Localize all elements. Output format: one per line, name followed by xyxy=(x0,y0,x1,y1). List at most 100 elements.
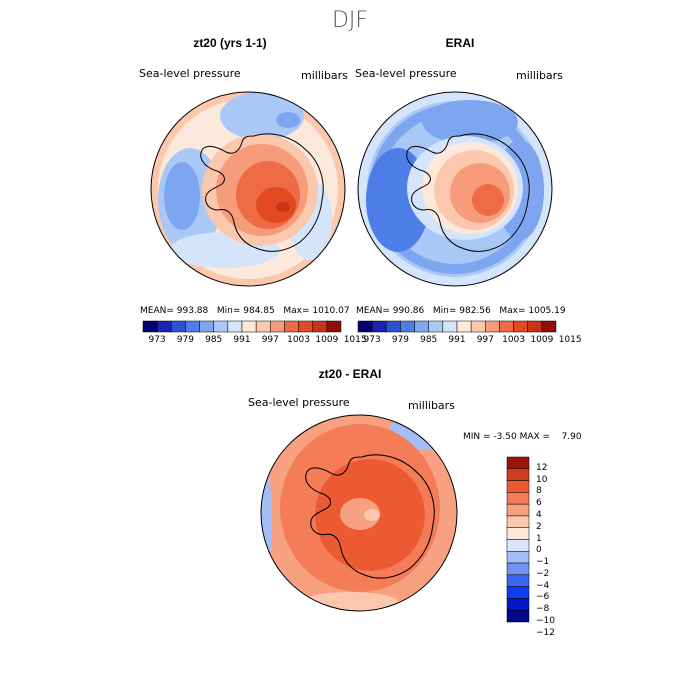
panel2-max-label: Max= xyxy=(499,306,526,316)
colorbar-swatch xyxy=(255,320,271,333)
colorbar-swatch xyxy=(371,320,387,333)
panel1-min-value: 984.85 xyxy=(243,306,275,316)
colorbar-swatch xyxy=(506,551,530,564)
colorbar-swatch xyxy=(171,320,186,333)
colorbar-swatch xyxy=(506,562,530,576)
colorbar-swatch xyxy=(241,320,257,333)
colorbar-swatch xyxy=(527,320,543,333)
colorbar-tick-label: 973 xyxy=(148,335,166,345)
colorbar-tick-label: −8 xyxy=(536,604,550,615)
colorbar-swatch xyxy=(506,539,530,552)
colorbar-tick-label: 991 xyxy=(448,335,466,345)
panel1-title: zt20 (yrs 1-1) xyxy=(193,36,267,50)
colorbar-tick-label: 4 xyxy=(536,509,542,520)
colorbar-tick-label: −12 xyxy=(536,627,555,638)
colorbar-tick-label: 6 xyxy=(536,498,542,509)
colorbar-tick-label: 1003 xyxy=(502,335,526,345)
colorbar-tick-label: −1 xyxy=(536,557,550,568)
colorbar-tick-label: 1003 xyxy=(287,335,311,345)
colorbar-swatch xyxy=(312,320,328,333)
panel1-field-label: Sea-level pressure xyxy=(139,67,241,80)
colorbar-tick-label: −6 xyxy=(536,592,550,603)
colorbar-tick-label: 979 xyxy=(176,335,195,345)
colorbar-tick-label: 1009 xyxy=(315,335,339,345)
colorbar-swatch xyxy=(513,320,528,333)
colorbar-swatch xyxy=(414,320,429,333)
colorbar-swatch xyxy=(470,320,486,333)
colorbar-swatch xyxy=(456,320,472,333)
panel1-max-value: 1010.07 xyxy=(312,306,350,316)
colorbar-tick-label: 973 xyxy=(363,335,381,345)
colorbar-swatch xyxy=(400,320,415,333)
panel2-mean-label: MEAN= xyxy=(356,306,390,316)
colorbar-swatch xyxy=(156,320,172,333)
colorbar-tick-label: 991 xyxy=(233,335,251,345)
colorbar-tick-label: 0 xyxy=(536,545,542,556)
panel1-mean-label: MEAN= xyxy=(140,306,174,316)
colorbar-swatch xyxy=(213,320,229,333)
colorbar-tick-label: 985 xyxy=(205,335,223,345)
colorbar-swatch xyxy=(298,320,313,333)
colorbar-tick-label: 1009 xyxy=(530,335,554,345)
colorbar-tick-label: 985 xyxy=(420,335,438,345)
panel1-stats: MEAN= 993.88 Min= 984.85 Max= 1010.07 xyxy=(140,306,350,316)
panel1-units-label: millibars xyxy=(301,69,348,82)
panel2-title: ERAI xyxy=(445,36,475,50)
panel3-map xyxy=(260,414,458,612)
panel2-min-label: Min= xyxy=(432,306,457,316)
colorbar-tick-label: 997 xyxy=(476,335,494,345)
colorbar-swatch xyxy=(541,320,557,333)
panel2-units-label: millibars xyxy=(516,69,563,82)
colorbar-swatch xyxy=(442,320,458,333)
colorbar-swatch xyxy=(506,515,530,528)
colorbar-swatch xyxy=(428,320,444,333)
colorbar-swatch xyxy=(506,492,530,505)
panel3-colorbar xyxy=(506,456,530,623)
panel2-stats: MEAN= 990.86 Min= 982.56 Max= 1005.19 xyxy=(356,306,566,316)
colorbar-swatch xyxy=(506,480,530,493)
panel2-max-value: 1005.19 xyxy=(528,306,566,316)
panel2-min-value: 982.56 xyxy=(459,306,491,316)
colorbar-swatch xyxy=(270,320,285,333)
colorbar-swatch xyxy=(284,320,299,333)
panel3-min-label: MIN = xyxy=(463,432,491,442)
panel1-colorbar xyxy=(142,320,342,333)
panel2-map xyxy=(357,91,553,287)
colorbar-swatch xyxy=(185,320,200,333)
colorbar-swatch xyxy=(506,468,530,481)
colorbar-tick-label: −4 xyxy=(536,580,550,591)
colorbar-swatch xyxy=(506,586,530,599)
colorbar-swatch xyxy=(227,320,243,333)
colorbar-tick-label: 979 xyxy=(391,335,410,345)
colorbar-swatch xyxy=(386,320,401,333)
colorbar-tick-label: 10 xyxy=(536,474,548,485)
colorbar-swatch xyxy=(506,503,530,517)
colorbar-tick-label: −10 xyxy=(536,616,555,626)
page-title: DJF xyxy=(331,8,369,33)
panel2-colorbar xyxy=(357,320,557,333)
colorbar-tick-label: 1015 xyxy=(343,335,367,345)
panel3-max-value: 7.90 xyxy=(561,432,582,442)
panel2-mean-value: 990.86 xyxy=(392,306,425,316)
panel3-max-label: MAX = xyxy=(519,432,551,442)
colorbar-swatch xyxy=(357,320,373,333)
colorbar-swatch xyxy=(506,609,530,623)
panel3-units-label: millibars xyxy=(408,399,455,412)
panel3-field-label: Sea-level pressure xyxy=(248,396,350,409)
colorbar-tick-label: 12 xyxy=(536,462,548,473)
colorbar-swatch xyxy=(326,320,342,333)
colorbar-tick-label: 1 xyxy=(536,533,542,544)
colorbar-tick-label: −2 xyxy=(536,568,550,579)
colorbar-swatch xyxy=(506,527,530,540)
colorbar-swatch xyxy=(199,320,214,333)
panel2-field-label: Sea-level pressure xyxy=(355,67,457,80)
colorbar-tick-label: 997 xyxy=(261,335,279,345)
colorbar-swatch xyxy=(142,320,158,333)
colorbar-swatch xyxy=(499,320,514,333)
panel1-min-label: Min= xyxy=(216,306,241,316)
panel1-mean-value: 993.88 xyxy=(176,306,209,316)
panel3-title: zt20 - ERAI xyxy=(318,367,382,381)
colorbar-swatch xyxy=(506,574,530,587)
colorbar-tick-label: 2 xyxy=(536,521,542,532)
